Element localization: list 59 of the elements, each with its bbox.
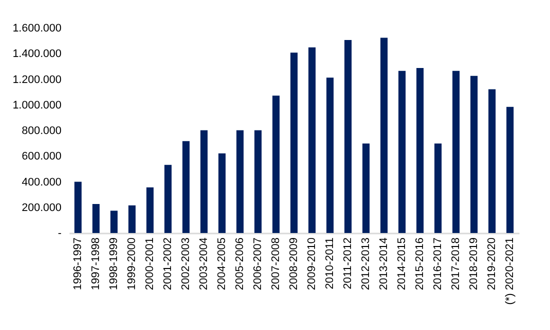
bar bbox=[308, 47, 316, 233]
bar bbox=[74, 182, 82, 233]
bar bbox=[380, 38, 388, 233]
bar bbox=[470, 76, 478, 233]
bar bbox=[452, 70, 460, 233]
bar bbox=[236, 130, 244, 233]
x-tick-label: 2012-2013 bbox=[360, 238, 372, 290]
x-tick-label: 2019-2020 bbox=[486, 238, 498, 290]
x-tick-label: 1998-1999 bbox=[108, 238, 120, 290]
bar bbox=[398, 70, 406, 233]
x-tick-label: 2016-2017 bbox=[432, 238, 444, 290]
y-tick-label: 800.000 bbox=[22, 125, 62, 137]
bar bbox=[200, 130, 208, 233]
bar bbox=[128, 205, 136, 233]
x-tick-label: 1997-1998 bbox=[90, 238, 102, 290]
y-tick-label: 1.000.000 bbox=[12, 99, 62, 112]
x-tick-label: 2002-2003 bbox=[180, 238, 192, 290]
x-tick-label: (*) 2020-2021 bbox=[504, 238, 516, 305]
y-tick-label: 1.600.000 bbox=[12, 22, 62, 34]
x-tick-label: 2000-2001 bbox=[144, 238, 156, 290]
x-tick-label: 2008-2009 bbox=[288, 238, 300, 290]
bar bbox=[344, 40, 352, 233]
x-tick-label: 2018-2019 bbox=[468, 238, 480, 290]
x-tick-label: 2015-2016 bbox=[414, 238, 426, 290]
y-tick-label: 600.000 bbox=[22, 150, 62, 163]
bar bbox=[290, 52, 298, 233]
bar bbox=[272, 96, 280, 233]
y-tick-label: - bbox=[58, 228, 62, 240]
bar bbox=[110, 210, 118, 233]
bar bbox=[416, 68, 424, 233]
x-tick-label: 2017-2018 bbox=[450, 238, 462, 290]
bar bbox=[164, 164, 172, 233]
y-tick-label: 200.000 bbox=[22, 202, 62, 214]
bar bbox=[182, 141, 190, 233]
x-tick-label: 1999-2000 bbox=[126, 238, 138, 290]
bar bbox=[218, 153, 226, 233]
x-tick-label: 2006-2007 bbox=[252, 238, 264, 290]
bar bbox=[488, 89, 496, 233]
x-tick-label: 2010-2011 bbox=[324, 238, 336, 290]
x-tick-label: 2007-2008 bbox=[270, 238, 282, 290]
y-tick-label: 1.200.000 bbox=[12, 74, 62, 86]
x-tick-label: 2005-2006 bbox=[234, 238, 246, 290]
x-tick-label: 1996-1997 bbox=[72, 238, 84, 290]
bar bbox=[434, 143, 442, 233]
bar bbox=[146, 187, 154, 233]
x-tick-label: 2004-2005 bbox=[216, 238, 228, 290]
x-tick-label: 2014-2015 bbox=[396, 238, 408, 290]
bar bbox=[254, 130, 262, 233]
y-tick-label: 1.400.000 bbox=[12, 48, 62, 60]
x-tick-label: 2001-2002 bbox=[162, 238, 174, 290]
x-tick-label: 2011-2012 bbox=[342, 238, 354, 290]
bar bbox=[92, 204, 100, 233]
x-tick-label: 2003-2004 bbox=[198, 238, 210, 290]
bar bbox=[506, 106, 514, 233]
bar bbox=[326, 78, 334, 233]
bar bbox=[362, 143, 370, 233]
y-tick-label: 400.000 bbox=[22, 176, 62, 188]
x-tick-label: 2009-2010 bbox=[306, 238, 318, 290]
x-tick-label: 2013-2014 bbox=[378, 238, 390, 290]
